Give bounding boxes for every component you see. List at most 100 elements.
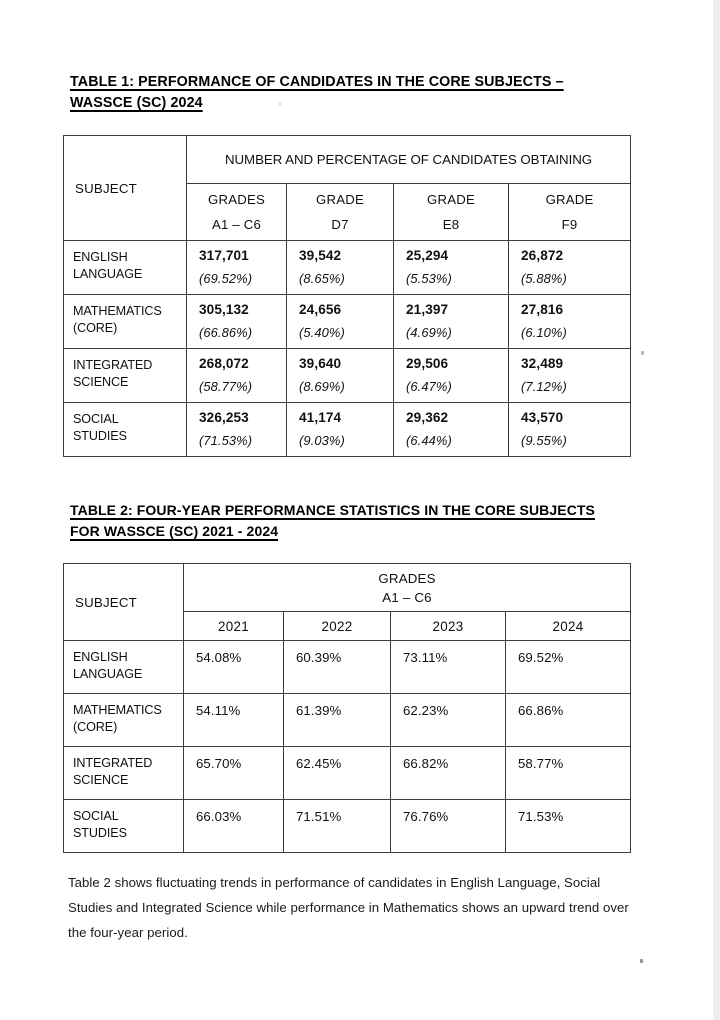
candidate-count: 21,397 bbox=[406, 302, 449, 317]
table-2-header-year-2024: 2024 bbox=[504, 611, 632, 641]
table-1-value-cell: 32,489 (7.12%) bbox=[507, 348, 632, 403]
subject-line-1: MATHEMATICS bbox=[73, 304, 162, 318]
candidate-count: 39,640 bbox=[299, 356, 342, 371]
table-2-value-cell: 66.03% bbox=[183, 799, 284, 853]
candidate-count: 326,253 bbox=[199, 410, 249, 425]
table-2-subject-cell: INTEGRATED SCIENCE bbox=[63, 746, 184, 800]
candidate-percent: (5.40%) bbox=[299, 325, 345, 340]
candidate-percent: (66.86%) bbox=[199, 325, 253, 340]
table-2-value-cell: 66.86% bbox=[504, 693, 632, 747]
table-1-header-grade-e8: GRADE E8 bbox=[393, 183, 509, 241]
table-1-value-cell: 39,640 (8.69%) bbox=[286, 348, 394, 403]
candidate-count: 24,656 bbox=[299, 302, 342, 317]
table-1-header-grade-f9: GRADE F9 bbox=[507, 183, 632, 241]
candidate-percent: (71.53%) bbox=[199, 433, 253, 448]
table-2-subject-cell: ENGLISH LANGUAGE bbox=[63, 640, 184, 694]
table-1-value-cell: 24,656 (5.40%) bbox=[286, 294, 394, 349]
candidate-count: 41,174 bbox=[299, 410, 342, 425]
table-2-header-grades: GRADES A1 – C6 bbox=[182, 563, 632, 612]
table-1-header-grade-d7: GRADE D7 bbox=[286, 183, 394, 241]
table-1-value-cell: 29,506 (6.47%) bbox=[393, 348, 509, 403]
candidate-count: 29,362 bbox=[406, 410, 449, 425]
candidate-count: 29,506 bbox=[406, 356, 449, 371]
candidate-count: 26,872 bbox=[521, 248, 564, 263]
subject-line-2: (CORE) bbox=[73, 321, 118, 335]
table-1-value-cell: 268,072 (58.77%) bbox=[186, 348, 287, 403]
table-2-heading-line-1: TABLE 2: FOUR-YEAR PERFORMANCE STATISTIC… bbox=[70, 502, 595, 518]
candidate-percent: (5.53%) bbox=[406, 271, 452, 286]
table-2-header-row-top: SUBJECT GRADES A1 – C6 bbox=[63, 563, 632, 641]
table-1-value-cell: 317,701 (69.52%) bbox=[186, 240, 287, 295]
grade-label-line-1: GRADE bbox=[316, 192, 364, 207]
table-2-header-year-2023: 2023 bbox=[390, 611, 506, 641]
grades-label-line-1: GRADES bbox=[378, 570, 436, 586]
table-row: SOCIAL STUDIES 66.03% 71.51% 76.76% 71.5… bbox=[63, 799, 632, 853]
subject-line-2: STUDIES bbox=[73, 429, 127, 443]
analysis-paragraph: Table 2 shows fluctuating trends in perf… bbox=[68, 875, 629, 941]
scan-speck bbox=[279, 103, 281, 105]
table-row: INTEGRATED SCIENCE 268,072 (58.77%) 39,6… bbox=[63, 348, 632, 403]
table-2-header-row-years: 2021 2022 2023 2024 bbox=[64, 611, 632, 641]
table-1-value-cell: 29,362 (6.44%) bbox=[393, 402, 509, 457]
table-1-subject-cell: INTEGRATED SCIENCE bbox=[63, 348, 187, 403]
grades-label-line-2: A1 – C6 bbox=[382, 589, 432, 605]
candidate-percent: (8.65%) bbox=[299, 271, 345, 286]
table-row: ENGLISH LANGUAGE 54.08% 60.39% 73.11% 69… bbox=[63, 640, 632, 694]
subject-line-1: INTEGRATED bbox=[73, 358, 153, 372]
scan-speck bbox=[641, 351, 644, 355]
table-2-heading: TABLE 2: FOUR-YEAR PERFORMANCE STATISTIC… bbox=[70, 500, 650, 542]
candidate-count: 25,294 bbox=[406, 248, 449, 263]
candidate-count: 43,570 bbox=[521, 410, 564, 425]
subject-line-1: ENGLISH bbox=[73, 650, 128, 664]
table-2-value-cell: 62.45% bbox=[283, 746, 391, 800]
table-2-value-cell: 62.23% bbox=[390, 693, 506, 747]
candidate-percent: (6.44%) bbox=[406, 433, 452, 448]
table-2-header-subject: SUBJECT bbox=[63, 563, 184, 641]
table-2-heading-line-2: FOR WASSCE (SC) 2021 - 2024 bbox=[70, 523, 279, 539]
candidate-percent: (69.52%) bbox=[199, 271, 253, 286]
table-1-value-cell: 25,294 (5.53%) bbox=[393, 240, 509, 295]
candidate-percent: (58.77%) bbox=[199, 379, 253, 394]
grade-label-line-2: F9 bbox=[561, 217, 578, 232]
table-2-value-cell: 54.11% bbox=[183, 693, 284, 747]
table-2-header-year-2021: 2021 bbox=[183, 611, 284, 641]
table-1-value-cell: 39,542 (8.65%) bbox=[286, 240, 394, 295]
table-row: ENGLISH LANGUAGE 317,701 (69.52%) 39,542… bbox=[63, 240, 632, 295]
table-2-value-cell: 76.76% bbox=[390, 799, 506, 853]
table-1-header-row-top: SUBJECT NUMBER AND PERCENTAGE OF CANDIDA… bbox=[63, 135, 632, 241]
subject-line-2: SCIENCE bbox=[73, 375, 129, 389]
subject-line-2: STUDIES bbox=[73, 826, 127, 840]
candidate-percent: (8.69%) bbox=[299, 379, 345, 394]
table-2-header-year-2022: 2022 bbox=[283, 611, 391, 641]
table-2-value-cell: 54.08% bbox=[183, 640, 284, 694]
candidate-count: 268,072 bbox=[199, 356, 249, 371]
candidate-count: 27,816 bbox=[521, 302, 564, 317]
candidate-percent: (9.55%) bbox=[521, 433, 567, 448]
table-2-value-cell: 58.77% bbox=[504, 746, 632, 800]
table-1-value-cell: 21,397 (4.69%) bbox=[393, 294, 509, 349]
table-1-value-cell: 27,816 (6.10%) bbox=[507, 294, 632, 349]
grade-label-line-1: GRADE bbox=[545, 192, 594, 207]
subject-line-2: LANGUAGE bbox=[73, 267, 143, 281]
table-2-value-cell: 73.11% bbox=[390, 640, 506, 694]
subject-line-1: ENGLISH bbox=[73, 250, 128, 264]
table-2: SUBJECT GRADES A1 – C6 2021 2022 2023 20… bbox=[63, 563, 632, 853]
table-2-value-cell: 60.39% bbox=[283, 640, 391, 694]
table-2-value-cell: 69.52% bbox=[504, 640, 632, 694]
table-1-heading-line-2: WASSCE (SC) 2024 bbox=[70, 95, 203, 111]
candidate-count: 32,489 bbox=[521, 356, 564, 371]
table-1-heading: TABLE 1: PERFORMANCE OF CANDIDATES IN TH… bbox=[70, 72, 650, 114]
grade-label-line-2: E8 bbox=[442, 217, 460, 232]
candidate-percent: (9.03%) bbox=[299, 433, 345, 448]
table-1-subject-cell: ENGLISH LANGUAGE bbox=[63, 240, 187, 295]
candidate-count: 305,132 bbox=[199, 302, 249, 317]
table-2-subject-cell: MATHEMATICS (CORE) bbox=[63, 693, 184, 747]
table-2-value-cell: 65.70% bbox=[183, 746, 284, 800]
scan-speck bbox=[640, 959, 643, 963]
table-1-header-row-grades: GRADES A1 – C6 GRADE D7 GRADE E8 GRADE F… bbox=[64, 183, 632, 241]
table-1-value-cell: 26,872 (5.88%) bbox=[507, 240, 632, 295]
table-1-header-span: NUMBER AND PERCENTAGE OF CANDIDATES OBTA… bbox=[185, 135, 632, 184]
grade-label-line-2: D7 bbox=[331, 217, 349, 232]
table-1-value-cell: 41,174 (9.03%) bbox=[286, 402, 394, 457]
table-2-subject-cell: SOCIAL STUDIES bbox=[63, 799, 184, 853]
